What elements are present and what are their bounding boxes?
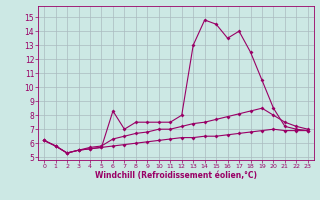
X-axis label: Windchill (Refroidissement éolien,°C): Windchill (Refroidissement éolien,°C) <box>95 171 257 180</box>
